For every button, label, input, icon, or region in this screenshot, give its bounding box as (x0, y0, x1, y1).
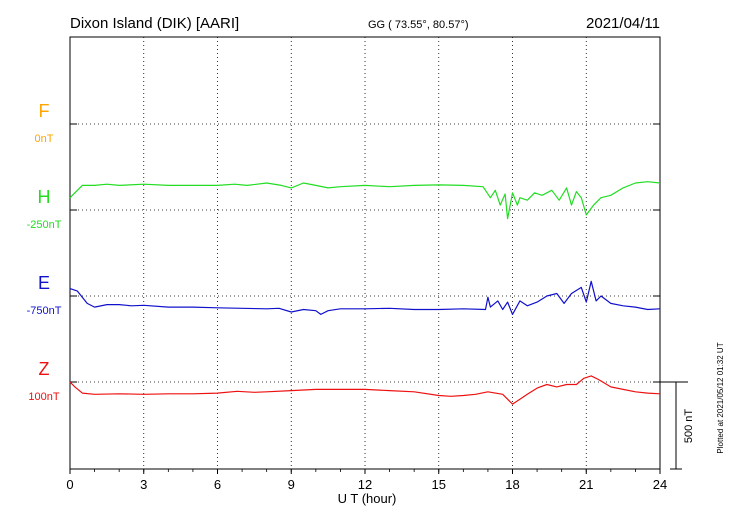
series-h (69, 181, 661, 220)
scale-bar-label: 500 nT (683, 409, 695, 444)
scale-bar (660, 381, 688, 470)
grid-lines (70, 37, 660, 469)
x-tick-label: 0 (66, 477, 73, 492)
panel-labels: F 0nT H -250nT E -750nT Z 100nT (27, 101, 62, 403)
x-tick-label: 3 (140, 477, 147, 492)
panel-name-e: E (38, 273, 50, 293)
coords-label: GG ( 73.55°, 80.57°) (368, 19, 469, 31)
panel-offset-e: -750nT (27, 305, 62, 317)
x-tick-label: 18 (505, 477, 519, 492)
panel-name-h: H (38, 187, 51, 207)
plotted-at-note: Plotted at 2021/05/12 01:32 UT (716, 342, 725, 453)
series-e (69, 280, 661, 315)
x-tick-label: 6 (214, 477, 221, 492)
station-title: Dixon Island (DIK) [AARI] (70, 15, 239, 32)
panel-offset-h: -250nT (27, 219, 62, 231)
x-tick-label: 21 (579, 477, 593, 492)
axis-ticks: 0 3 6 9 12 15 18 21 24 (66, 123, 667, 492)
panel-offset-z: 100nT (28, 391, 59, 403)
panel-offset-f: 0nT (35, 133, 54, 145)
panel-name-f: F (39, 101, 50, 121)
panel-name-z: Z (39, 359, 50, 379)
series-layer (69, 181, 661, 405)
x-tick-label: 15 (432, 477, 446, 492)
x-tick-label: 9 (288, 477, 295, 492)
date-label: 2021/04/11 (586, 15, 660, 32)
x-axis-label: U T (hour) (338, 491, 397, 506)
series-z (69, 375, 661, 405)
x-tick-label: 24 (653, 477, 667, 492)
x-tick-label: 12 (358, 477, 372, 492)
